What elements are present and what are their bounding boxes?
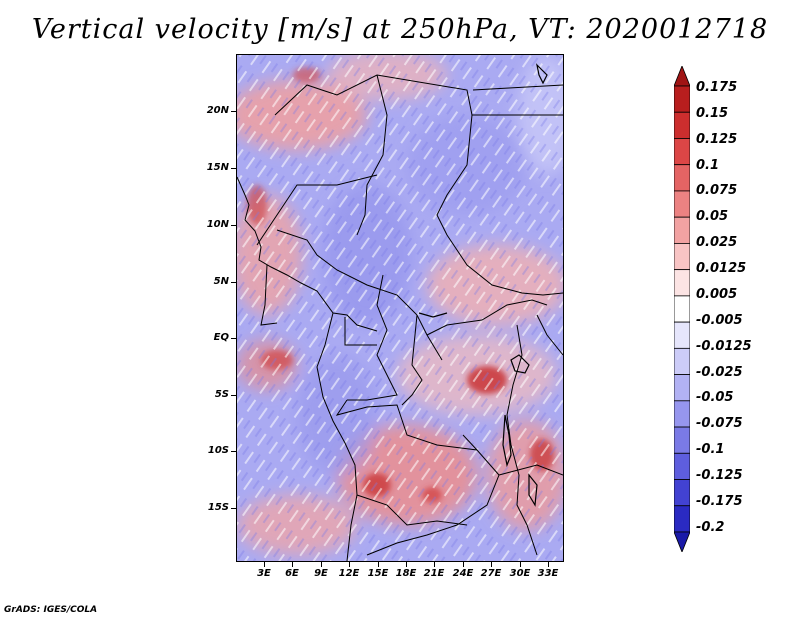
- lon-label-3e: 3E: [257, 568, 271, 579]
- lat-label-5n: 5N: [213, 276, 229, 287]
- colorbar: [673, 64, 691, 554]
- lon-tick: [378, 562, 379, 567]
- lon-tick: [463, 562, 464, 567]
- lat-tick: [231, 111, 236, 112]
- colorbar-bin: [673, 269, 691, 297]
- lon-tick: [434, 562, 435, 567]
- colorbar-bin: [673, 111, 691, 139]
- colorbar-label: -0.025: [696, 365, 743, 380]
- colorbar-bin: [673, 190, 691, 218]
- lon-label-12e: 12E: [338, 568, 360, 579]
- colorbar-bin: [673, 374, 691, 402]
- lon-tick: [548, 562, 549, 567]
- lat-tick: [231, 225, 236, 226]
- colorbar-label: 0.15: [696, 106, 729, 121]
- colorbar-label: 0.175: [696, 80, 738, 95]
- colorbar-bin: [673, 164, 691, 192]
- lon-label-6e: 6E: [285, 568, 299, 579]
- lat-tick: [231, 451, 236, 452]
- colorbar-bin: [673, 85, 691, 113]
- colorbar-label: 0.05: [696, 209, 729, 224]
- lon-label-24e: 24E: [452, 568, 474, 579]
- colorbar-label: -0.0125: [696, 339, 752, 354]
- lat-tick: [231, 282, 236, 283]
- lon-tick: [491, 562, 492, 567]
- colorbar-label: -0.1: [696, 442, 725, 457]
- colorbar-bin: [673, 400, 691, 428]
- colorbar-label: -0.075: [696, 416, 743, 431]
- lon-tick: [520, 562, 521, 567]
- colorbar-label: 0.0125: [696, 261, 747, 276]
- colorbar-label: -0.05: [696, 390, 734, 405]
- lat-tick: [231, 508, 236, 509]
- colorbar-bin: [673, 426, 691, 454]
- lon-label-21e: 21E: [423, 568, 445, 579]
- colorbar-bin: [673, 452, 691, 480]
- colorbar-bin: [673, 321, 691, 349]
- colorbar-label: -0.2: [696, 520, 725, 535]
- colorbar-graphic: [673, 64, 691, 554]
- colorbar-bin: [673, 295, 691, 323]
- lon-label-27e: 27E: [480, 568, 502, 579]
- lon-label-30e: 30E: [509, 568, 531, 579]
- lon-tick: [349, 562, 350, 567]
- lat-tick: [231, 168, 236, 169]
- colorbar-label: 0.125: [696, 132, 738, 147]
- lon-tick: [406, 562, 407, 567]
- lat-label-15s: 15S: [207, 502, 229, 513]
- colorbar-bin: [673, 505, 691, 533]
- lat-label-10s: 10S: [207, 445, 229, 456]
- colorbar-bin: [673, 216, 691, 244]
- colorbar-bin: [673, 243, 691, 271]
- colorbar-bin: [673, 347, 691, 375]
- colorbar-label: -0.175: [696, 494, 743, 509]
- grads-credit: GrADS: IGES/COLA: [4, 605, 98, 615]
- colorbar-label: 0.1: [696, 158, 720, 173]
- colorbar-label: 0.005: [696, 287, 738, 302]
- colorbar-label: 0.025: [696, 235, 738, 250]
- colorbar-label: -0.005: [696, 313, 743, 328]
- velocity-field: [237, 55, 563, 561]
- lat-tick: [231, 338, 236, 339]
- colorbar-bin: [673, 531, 691, 554]
- lon-tick: [292, 562, 293, 567]
- lat-label-15n: 15N: [206, 162, 229, 173]
- lat-label-eq: EQ: [213, 332, 229, 343]
- velocity-map: [236, 54, 564, 562]
- lat-tick: [231, 395, 236, 396]
- lon-label-15e: 15E: [367, 568, 389, 579]
- lon-label-33e: 33E: [537, 568, 559, 579]
- colorbar-bin: [673, 64, 691, 87]
- lat-label-5s: 5S: [214, 389, 229, 400]
- lon-tick: [321, 562, 322, 567]
- lon-label-18e: 18E: [395, 568, 417, 579]
- colorbar-bin: [673, 479, 691, 507]
- map-title: Vertical velocity [m/s] at 250hPa, VT: 2…: [31, 14, 769, 45]
- lon-label-9e: 9E: [314, 568, 328, 579]
- lon-tick: [264, 562, 265, 567]
- lat-label-10n: 10N: [206, 219, 229, 230]
- colorbar-label: -0.125: [696, 468, 743, 483]
- colorbar-label: 0.075: [696, 183, 738, 198]
- lat-label-20n: 20N: [206, 105, 229, 116]
- colorbar-bin: [673, 138, 691, 166]
